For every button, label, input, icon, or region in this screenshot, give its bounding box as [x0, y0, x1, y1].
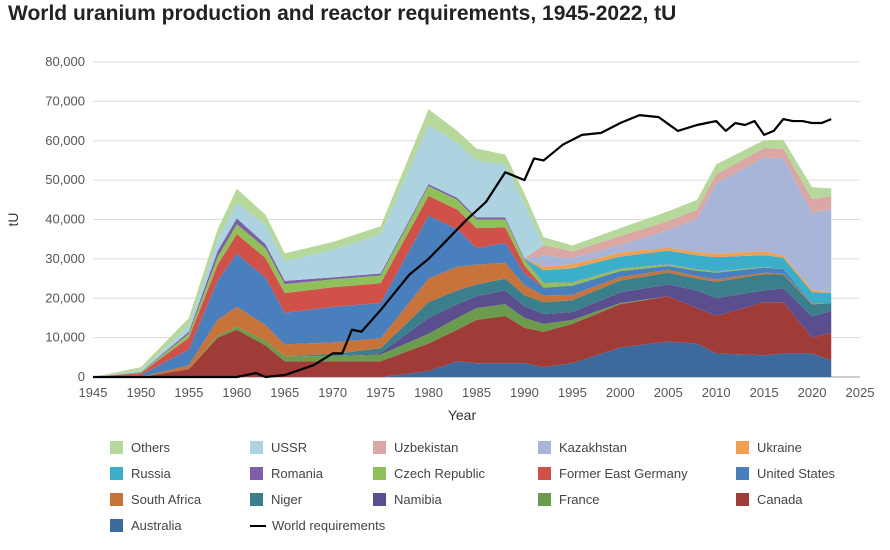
- legend-item-australia: Australia: [110, 518, 182, 533]
- x-tick-label: 1975: [366, 385, 395, 400]
- legend-label: Australia: [131, 518, 182, 533]
- legend-label: Ukraine: [757, 440, 802, 455]
- legend-label: Others: [131, 440, 171, 455]
- legend-swatch: [110, 441, 123, 454]
- legend-item-others: Others: [110, 440, 170, 455]
- x-tick-label: 1955: [174, 385, 203, 400]
- legend-item-russia: Russia: [110, 466, 171, 481]
- x-tick-label: 1985: [462, 385, 491, 400]
- x-tick-label: 1995: [558, 385, 587, 400]
- area-ussr: [93, 125, 832, 377]
- legend-swatch: [373, 441, 386, 454]
- legend-label: South Africa: [131, 492, 202, 507]
- legend-swatch: [373, 467, 386, 480]
- y-tick-label: 60,000: [45, 133, 85, 148]
- legend-item-south-africa: South Africa: [110, 492, 201, 507]
- legend-line-swatch: [250, 524, 266, 527]
- area-niger: [93, 272, 832, 377]
- y-tick-label: 40,000: [45, 212, 85, 227]
- area-south-africa: [93, 262, 832, 377]
- x-tick-label: 1980: [414, 385, 443, 400]
- legend-item-czech-republic: Czech Republic: [373, 466, 485, 481]
- legend-swatch: [538, 441, 551, 454]
- legend-label: Former East Germany: [559, 466, 688, 481]
- x-tick-label: 2015: [750, 385, 779, 400]
- legend-label: USSR: [271, 440, 308, 455]
- x-axis-label: Year: [448, 407, 477, 423]
- legend-swatch: [736, 493, 749, 506]
- legend-item-world-requirements: World requirements: [250, 518, 385, 533]
- legend-label: Romania: [271, 466, 324, 481]
- legend-label: Kazakhstan: [559, 440, 627, 455]
- legend-item-namibia: Namibia: [373, 492, 442, 507]
- legend-label: Canada: [757, 492, 803, 507]
- legend-item-united-states: United States: [736, 466, 835, 481]
- legend-swatch: [110, 493, 123, 506]
- x-tick-label: 2020: [798, 385, 827, 400]
- legend-swatch: [250, 493, 263, 506]
- y-tick-label: 10,000: [45, 330, 85, 345]
- x-tick-label: 1965: [270, 385, 299, 400]
- y-tick-label: 80,000: [45, 54, 85, 69]
- legend-swatch: [736, 441, 749, 454]
- legend-swatch: [250, 441, 263, 454]
- x-tick-label: 1945: [79, 385, 108, 400]
- requirements-line-group: [93, 114, 832, 379]
- legend-item-uzbekistan: Uzbekistan: [373, 440, 458, 455]
- x-tick-label: 1960: [222, 385, 251, 400]
- legend-swatch: [736, 467, 749, 480]
- legend-swatch: [538, 493, 551, 506]
- legend-item-niger: Niger: [250, 492, 302, 507]
- y-tick-label: 20,000: [45, 290, 85, 305]
- legend-label: Namibia: [394, 492, 442, 507]
- legend-item-former-east-germany: Former East Germany: [538, 466, 688, 481]
- legend-label: United States: [757, 466, 836, 481]
- legend-item-france: France: [538, 492, 599, 507]
- area-layers: [93, 109, 832, 377]
- legend-label: Uzbekistan: [394, 440, 459, 455]
- legend-label: Niger: [271, 492, 303, 507]
- area-kazakhstan: [93, 157, 832, 377]
- area-australia: [93, 341, 832, 377]
- x-tick-labels: 1945 1950 1955 1960 1965 1970 1975 1980 1985 1990…: [79, 385, 875, 400]
- x-tick-label: 2010: [702, 385, 731, 400]
- x-tick-label: 2000: [606, 385, 635, 400]
- legend-label: France: [559, 492, 600, 507]
- area-united-states: [93, 215, 832, 377]
- y-axis-label: tU: [5, 213, 21, 227]
- chart: 0 10,000 20,000 30,000 40,000 50,000 60,000 70,…: [5, 54, 875, 423]
- y-tick-label: 30,000: [45, 251, 85, 266]
- legend-swatch: [110, 519, 123, 532]
- x-tick-label: 1970: [318, 385, 347, 400]
- y-tick-label: 0: [78, 369, 85, 384]
- x-tick-label: 1950: [126, 385, 155, 400]
- legend-item-kazakhstan: Kazakhstan: [538, 440, 627, 455]
- y-tick-label: 70,000: [45, 93, 85, 108]
- legend-swatch: [538, 467, 551, 480]
- legend-label: Czech Republic: [394, 466, 486, 481]
- chart-title: World uranium production and reactor req…: [8, 2, 677, 25]
- area-former-east-germany: [93, 195, 832, 377]
- x-tick-label: 2005: [654, 385, 683, 400]
- y-tick-label: 50,000: [45, 172, 85, 187]
- area-namibia: [93, 284, 832, 377]
- legend-swatch: [110, 467, 123, 480]
- area-canada: [93, 296, 832, 377]
- legend-swatch: [250, 467, 263, 480]
- legend-label: World requirements: [272, 518, 386, 533]
- y-tick-labels: 0 10,000 20,000 30,000 40,000 50,000 60,000 70,…: [45, 54, 85, 384]
- legend-item-ukraine: Ukraine: [736, 440, 802, 455]
- legend-label: Russia: [131, 466, 171, 481]
- x-tick-label: 2025: [846, 385, 875, 400]
- line-world-requirements: [93, 114, 832, 379]
- legend-item-ussr: USSR: [250, 440, 307, 455]
- legend-item-romania: Romania: [250, 466, 323, 481]
- legend-swatch: [373, 493, 386, 506]
- legend-item-canada: Canada: [736, 492, 803, 507]
- x-tick-label: 1990: [510, 385, 539, 400]
